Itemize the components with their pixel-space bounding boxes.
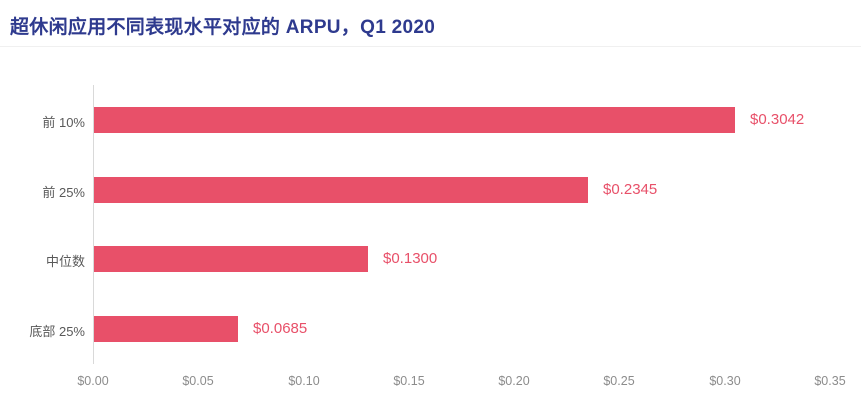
value-label: $0.2345 [603,181,658,198]
x-tick-label: $0.00 [77,374,109,388]
x-tick-label: $0.15 [393,374,425,388]
bar [94,177,588,203]
y-axis-line [93,85,94,364]
chart-title: 超休闲应用不同表现水平对应的 ARPU，Q1 2020 [10,17,436,38]
title-divider [0,46,861,47]
category-label: 中位数 [45,254,85,269]
value-label: $0.1300 [383,250,438,267]
x-tick-label: $0.10 [288,374,320,388]
x-tick-label: $0.05 [182,374,214,388]
x-tick-label: $0.25 [603,374,635,388]
value-label: $0.0685 [253,320,308,337]
x-tick-label: $0.30 [709,374,741,388]
value-label: $0.3042 [750,111,805,128]
x-tick-label: $0.35 [814,374,846,388]
bar [94,316,238,342]
category-label: 底部 25% [29,324,85,339]
category-label: 前 25% [42,185,85,200]
bar [94,246,368,272]
category-label: 前 10% [42,115,85,130]
x-tick-label: $0.20 [498,374,530,388]
bar [94,107,735,133]
